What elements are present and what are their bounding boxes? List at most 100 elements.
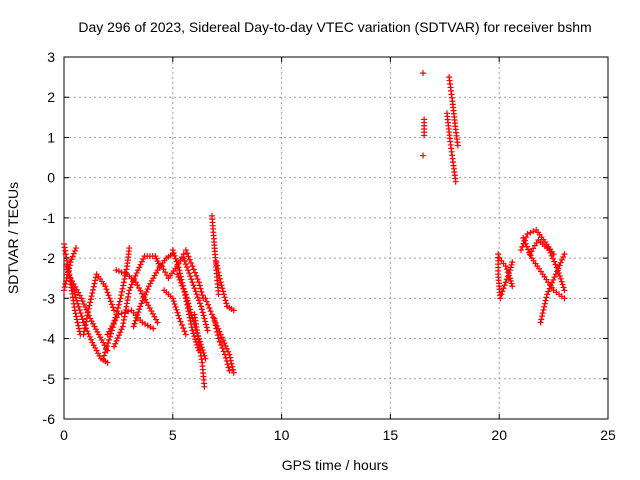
data-point [509, 259, 516, 266]
data-point [175, 274, 182, 281]
data-point [176, 315, 183, 322]
data-point [187, 273, 194, 280]
data-point [216, 272, 223, 279]
data-point [203, 324, 210, 331]
data-point [548, 252, 555, 259]
data-point [177, 270, 184, 277]
data-point [547, 249, 554, 256]
data-point [560, 284, 567, 291]
data-point [190, 266, 197, 273]
data-point [116, 298, 123, 305]
data-point [81, 325, 88, 332]
data-point [174, 271, 181, 278]
data-point [523, 234, 530, 241]
data-point [201, 383, 208, 390]
data-point [140, 294, 147, 301]
data-point [61, 284, 68, 291]
data-point [224, 361, 231, 368]
data-point [71, 291, 78, 298]
data-point [189, 263, 196, 270]
data-point [213, 259, 220, 266]
data-point [188, 312, 195, 319]
data-point [197, 300, 203, 307]
data-point [182, 331, 189, 338]
data-point [162, 269, 169, 276]
data-point [527, 252, 534, 259]
data-point [180, 255, 187, 262]
data-point [561, 295, 568, 302]
data-point [196, 282, 203, 289]
data-point [63, 254, 70, 261]
data-point [549, 279, 556, 286]
data-point [545, 288, 552, 295]
data-point [524, 230, 531, 237]
data-point [217, 331, 224, 338]
data-point [184, 297, 191, 304]
data-point [527, 229, 534, 236]
data-point [551, 258, 558, 265]
data-point [500, 285, 507, 292]
data-point [541, 303, 548, 310]
data-point [114, 304, 121, 311]
data-point [187, 309, 194, 316]
data-point [160, 266, 167, 273]
data-point [72, 310, 79, 317]
data-point [538, 313, 545, 320]
data-point [62, 247, 69, 254]
data-point [119, 285, 126, 292]
data-point [80, 331, 87, 338]
data-point [183, 294, 190, 301]
data-point [75, 325, 82, 332]
data-point [520, 240, 527, 247]
data-point [215, 269, 222, 276]
data-point [118, 269, 125, 276]
y-tick-label: 1 [47, 129, 55, 145]
data-point [69, 253, 76, 260]
data-point [220, 348, 227, 355]
data-point [72, 245, 79, 252]
data-point [87, 296, 94, 303]
data-point [130, 323, 137, 330]
data-point [185, 253, 192, 260]
data-point [126, 245, 133, 252]
data-point [190, 282, 197, 289]
data-point [558, 278, 565, 285]
data-point [498, 291, 505, 298]
data-point [172, 303, 179, 310]
data-point [90, 286, 97, 293]
data-point [210, 314, 217, 321]
data-point [202, 295, 209, 302]
data-point [181, 258, 188, 265]
data-point [79, 298, 86, 305]
data-point [85, 309, 92, 316]
data-point [519, 243, 526, 250]
data-point [62, 281, 69, 288]
data-point [103, 286, 110, 293]
data-point [175, 312, 182, 319]
axis-ticks: 0 5 10 15 20 25 -6 -5 -4 -3 -2 -1 0 1 2 3 [43, 49, 616, 443]
data-point [114, 334, 121, 341]
data-point [61, 241, 67, 248]
data-point [525, 246, 532, 253]
data-point [91, 280, 98, 287]
data-point [102, 283, 109, 290]
y-tick-label: -5 [43, 371, 56, 387]
data-point [220, 337, 227, 344]
data-point [206, 304, 213, 311]
data-point [222, 354, 229, 361]
data-point [508, 280, 515, 287]
data-point [193, 272, 200, 279]
data-point [214, 328, 221, 335]
data-point [112, 340, 119, 347]
data-point [63, 277, 70, 284]
data-point [211, 315, 218, 322]
data-point [120, 282, 127, 289]
data-point [142, 291, 149, 298]
data-point [182, 261, 189, 268]
data-point [505, 270, 512, 277]
data-point [193, 291, 200, 298]
data-point [133, 270, 140, 277]
data-point [115, 268, 122, 275]
data-point [542, 297, 549, 304]
data-point [76, 306, 83, 313]
